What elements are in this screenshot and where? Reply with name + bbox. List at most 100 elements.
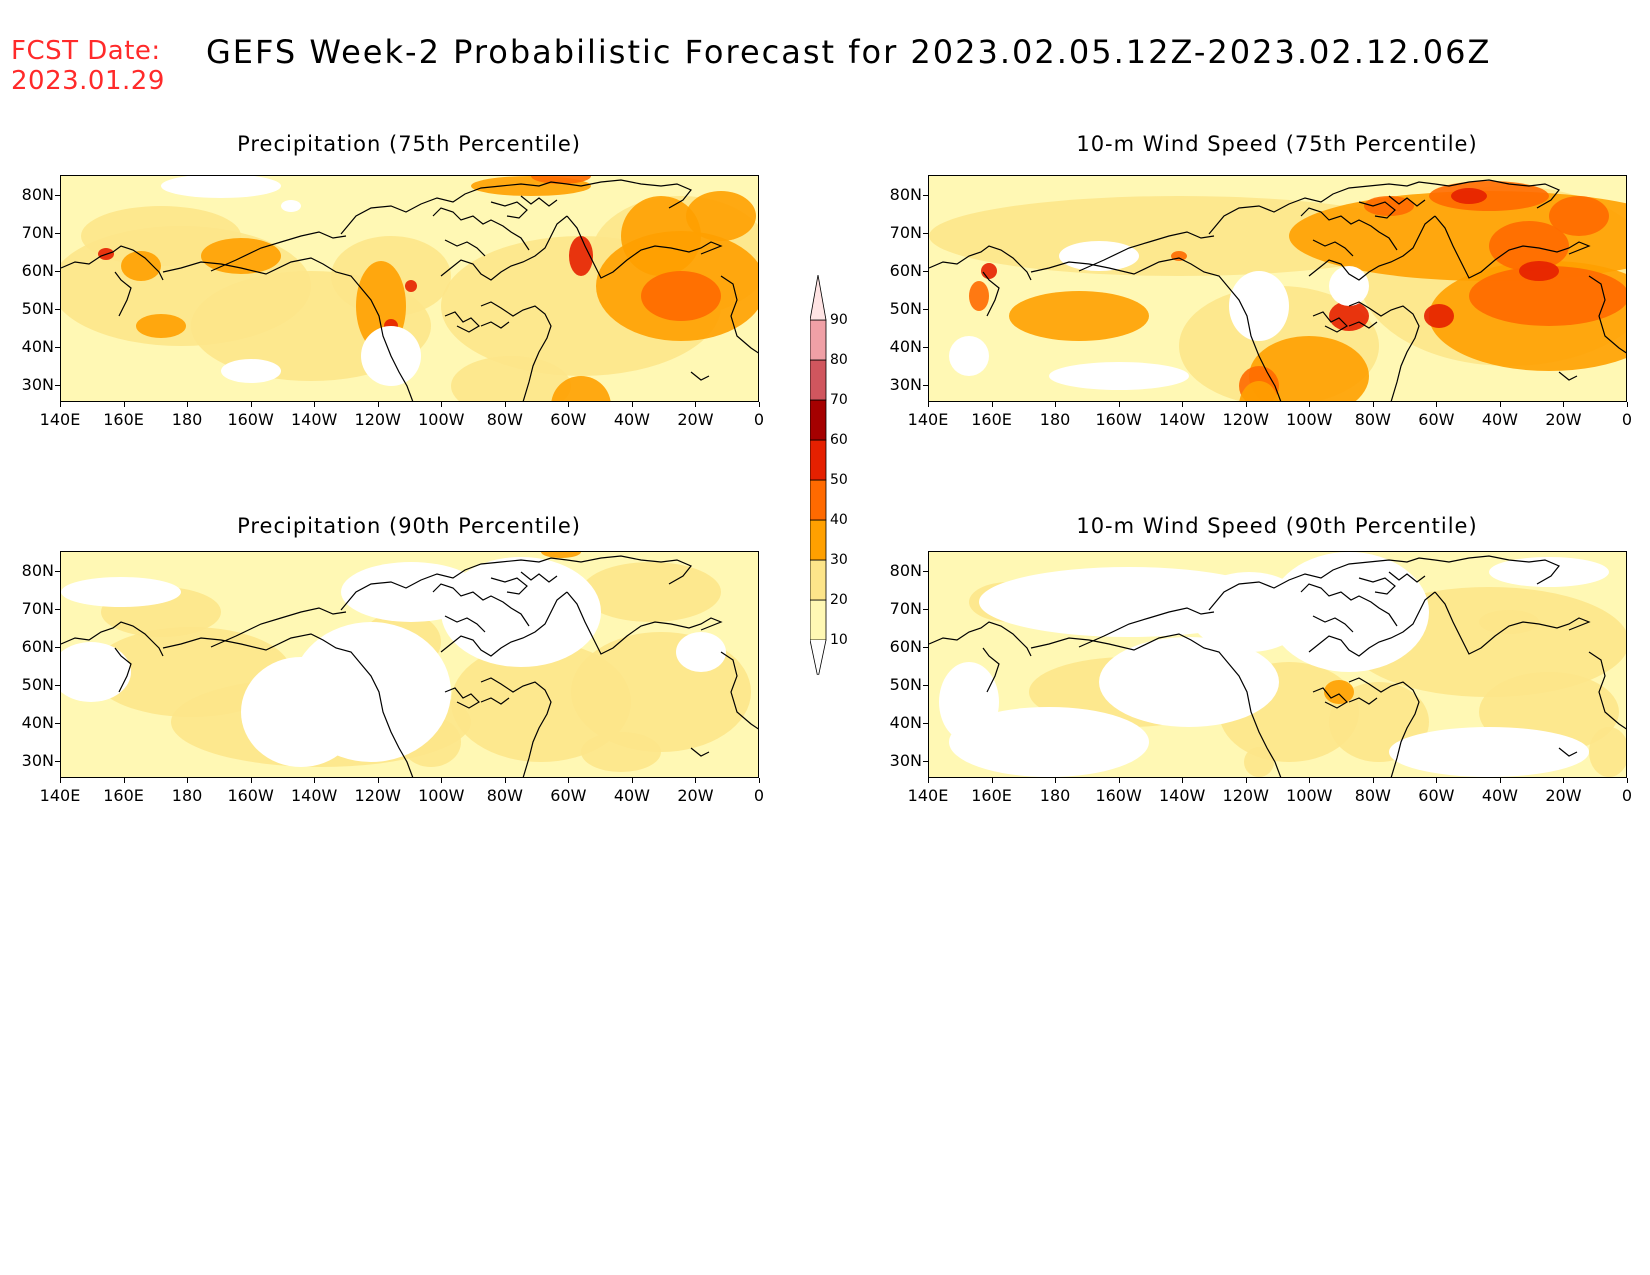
main-title: GEFS Week-2 Probabilistic Forecast for 2…: [206, 33, 1492, 71]
below-threshold-region: [161, 176, 281, 198]
lat-tick: [55, 347, 60, 348]
coastline: [1208, 181, 1436, 235]
below-threshold-region: [1269, 552, 1429, 672]
lat-tick: [55, 571, 60, 572]
shade-region: [201, 238, 281, 274]
lat-label: 40N: [21, 713, 54, 732]
lon-tick: [1372, 778, 1374, 783]
coastline: [1588, 651, 1626, 730]
coastline: [340, 181, 568, 235]
lat-tick: [923, 385, 928, 386]
lon-label: 180: [1039, 786, 1071, 805]
lon-label: 140W: [1158, 410, 1206, 429]
forecast-date: FCST Date: 2023.01.29: [11, 36, 165, 96]
lon-tick: [759, 778, 760, 783]
colorbar-label: 90: [830, 312, 848, 328]
lat-label: 30N: [889, 375, 922, 394]
colorbar-label: 20: [830, 592, 848, 608]
lat-tick: [923, 609, 928, 610]
lon-tick: [759, 402, 760, 407]
lon-tick: [314, 402, 316, 407]
coastline: [690, 747, 710, 757]
lon-label: 120W: [1222, 410, 1269, 429]
shade-region: [981, 263, 997, 279]
lon-label: 100W: [1286, 786, 1333, 805]
coastline: [1030, 257, 1282, 401]
coastline: [720, 275, 758, 354]
coastline: [929, 621, 1032, 657]
lat-label: 50N: [21, 675, 54, 694]
coastline: [520, 195, 558, 207]
coastline: [566, 179, 692, 209]
coastline: [162, 633, 414, 777]
coastline: [566, 215, 723, 279]
lon-tick: [1499, 778, 1501, 783]
shade-region: [136, 314, 186, 338]
panel-title-wind-90: 10-m Wind Speed (90th Percentile): [1076, 514, 1478, 538]
coastline: [440, 591, 568, 657]
coastline: [61, 621, 164, 657]
lon-label: 140E: [907, 410, 949, 429]
map-wind-90: [928, 551, 1627, 778]
coastline: [1434, 215, 1591, 279]
lat-tick: [923, 309, 928, 310]
lon-label: 20W: [677, 410, 714, 429]
lat-tick: [55, 723, 60, 724]
shade-region: [1244, 747, 1274, 777]
colorbar-swatch: [809, 439, 827, 481]
lon-label: 40W: [613, 786, 650, 805]
coastline: [1434, 179, 1560, 209]
lon-tick: [928, 402, 929, 407]
lon-tick: [60, 778, 61, 783]
lon-tick: [1055, 778, 1057, 783]
colorbar-swatch: [809, 319, 827, 361]
lon-tick: [991, 402, 993, 407]
shade-region: [1589, 727, 1626, 777]
coastline: [480, 677, 552, 777]
colorbar-swatch: [809, 519, 827, 561]
map-svg-wind-90: [929, 552, 1626, 777]
below-threshold-region: [949, 707, 1149, 777]
lat-label: 40N: [889, 337, 922, 356]
lat-tick: [923, 723, 928, 724]
lon-label: 160W: [1095, 786, 1142, 805]
coastline: [1030, 633, 1282, 777]
shade-region: [1549, 196, 1609, 236]
coastline: [1348, 321, 1378, 329]
lon-label: 140W: [290, 786, 338, 805]
coastline: [490, 201, 528, 219]
map-precipitation-75: [60, 175, 759, 402]
lon-tick: [250, 778, 252, 783]
lon-label: 60W: [550, 410, 587, 429]
lat-label: 80N: [21, 561, 54, 580]
below-threshold-region: [676, 632, 726, 672]
lon-label: 40W: [1481, 410, 1518, 429]
lat-label: 60N: [889, 261, 922, 280]
shade-region: [531, 176, 591, 184]
shade-region: [1239, 381, 1279, 401]
shade-region: [1479, 610, 1539, 634]
colorbar-swatch: [809, 274, 827, 321]
lon-label: 120W: [354, 786, 401, 805]
coastline: [1308, 215, 1436, 281]
lon-label: 80W: [486, 786, 523, 805]
shade-region: [1009, 291, 1149, 341]
lon-label: 160W: [227, 410, 274, 429]
lon-tick: [250, 402, 252, 407]
below-threshold-region: [221, 359, 281, 383]
shade-region: [1519, 261, 1559, 281]
lon-label: 180: [171, 410, 203, 429]
lat-label: 60N: [889, 637, 922, 656]
lon-label: 140E: [39, 410, 81, 429]
shade-region: [569, 236, 593, 276]
coastline: [444, 311, 480, 333]
shade-region: [1469, 266, 1626, 326]
shade-region: [1249, 336, 1369, 401]
lat-label: 40N: [21, 337, 54, 356]
lon-tick: [123, 402, 125, 407]
lon-tick: [1627, 778, 1628, 783]
coastline: [1388, 195, 1426, 207]
lat-label: 30N: [21, 751, 54, 770]
coastline: [1434, 591, 1591, 655]
lon-tick: [377, 778, 379, 783]
